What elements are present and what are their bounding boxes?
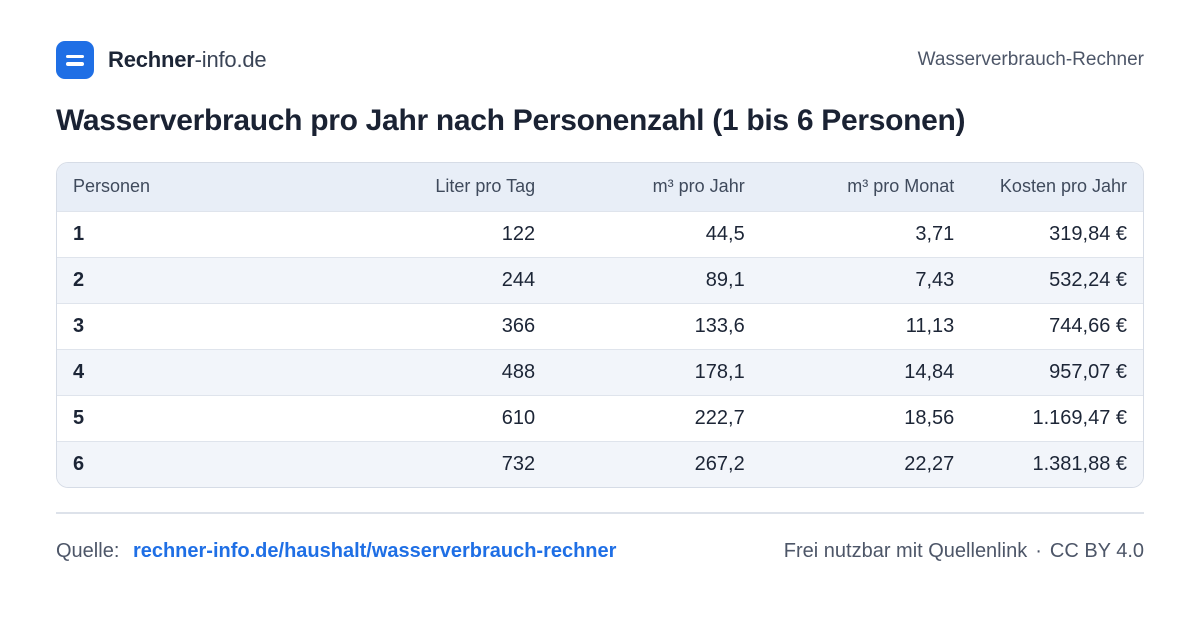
cell-persons: 4 <box>73 360 85 383</box>
column-header: Liter pro Tag <box>435 176 536 197</box>
cell-liters-per-day: 732 <box>501 452 536 475</box>
column-header: Kosten pro Jahr <box>999 176 1127 197</box>
cell-m3-per-year: 267,2 <box>694 452 745 475</box>
cell-cost-per-year: 1.169,47 € <box>1032 406 1127 429</box>
page-title: Wasserverbrauch pro Jahr nach Personenza… <box>56 104 966 137</box>
table-row: 2 244 89,1 7,43 532,24 € <box>57 257 1143 303</box>
cell-liters-per-day: 122 <box>501 222 536 245</box>
table-header-row: Personen Liter pro Tag m³ pro Jahr m³ pr… <box>57 163 1143 211</box>
brand-name: Rechner-info.de <box>108 47 267 73</box>
cell-cost-per-year: 319,84 € <box>1049 222 1127 245</box>
license-badge: CC BY 4.0 <box>1049 539 1144 562</box>
cell-m3-per-month: 14,84 <box>904 360 955 383</box>
source: Quelle: rechner-info.de/haushalt/wasserv… <box>56 540 616 563</box>
footer-divider <box>56 512 1144 514</box>
cell-m3-per-month: 11,13 <box>905 314 955 337</box>
cell-persons: 5 <box>73 406 85 429</box>
column-header: m³ pro Jahr <box>652 176 745 197</box>
table-row: 3 366 133,6 11,13 744,66 € <box>57 303 1143 349</box>
column-header: Personen <box>73 176 151 197</box>
cell-liters-per-day: 610 <box>501 406 536 429</box>
cell-liters-per-day: 488 <box>501 360 536 383</box>
source-link[interactable]: rechner-info.de/haushalt/wasserverbrauch… <box>132 539 617 562</box>
cell-m3-per-month: 22,27 <box>904 452 955 475</box>
footer: Quelle: rechner-info.de/haushalt/wasserv… <box>56 536 1144 566</box>
cell-persons: 3 <box>73 314 85 337</box>
cell-cost-per-year: 957,07 € <box>1049 360 1127 383</box>
logo-icon <box>56 41 94 79</box>
brand[interactable]: Rechner-info.de <box>56 41 267 79</box>
table-row: 6 732 267,2 22,27 1.381,88 € <box>57 441 1143 487</box>
cell-persons: 2 <box>73 268 85 291</box>
table-row: 5 610 222,7 18,56 1.169,47 € <box>57 395 1143 441</box>
cell-liters-per-day: 244 <box>501 268 536 291</box>
brand-name-bold: Rechner <box>108 47 195 72</box>
license-info: Frei nutzbar mit Quellenlink · CC BY 4.0 <box>784 540 1144 563</box>
cell-m3-per-month: 18,56 <box>904 406 955 429</box>
cell-m3-per-year: 89,1 <box>705 268 745 291</box>
data-table: Personen Liter pro Tag m³ pro Jahr m³ pr… <box>56 162 1144 488</box>
cell-m3-per-month: 3,71 <box>915 222 955 245</box>
site-header: Rechner-info.de Wasserverbrauch-Rechner <box>56 40 1144 80</box>
cell-m3-per-year: 178,1 <box>694 360 745 383</box>
table-row: 1 122 44,5 3,71 319,84 € <box>57 211 1143 257</box>
separator: · <box>1035 539 1042 562</box>
cell-m3-per-month: 7,43 <box>915 268 955 291</box>
cell-m3-per-year: 44,5 <box>705 222 745 245</box>
cell-cost-per-year: 744,66 € <box>1049 314 1127 337</box>
cell-m3-per-year: 133,6 <box>694 314 745 337</box>
calculator-name: Wasserverbrauch-Rechner <box>917 49 1144 70</box>
cell-m3-per-year: 222,7 <box>694 406 745 429</box>
license-text: Frei nutzbar mit Quellenlink <box>783 539 1028 562</box>
cell-persons: 1 <box>73 222 85 245</box>
cell-persons: 6 <box>73 452 85 475</box>
source-label: Quelle: <box>56 539 120 562</box>
column-header: m³ pro Monat <box>847 176 955 197</box>
table-row: 4 488 178,1 14,84 957,07 € <box>57 349 1143 395</box>
cell-liters-per-day: 366 <box>501 314 536 337</box>
brand-name-rest: -info.de <box>194 47 267 72</box>
cell-cost-per-year: 532,24 € <box>1049 268 1127 291</box>
cell-cost-per-year: 1.381,88 € <box>1032 452 1127 475</box>
